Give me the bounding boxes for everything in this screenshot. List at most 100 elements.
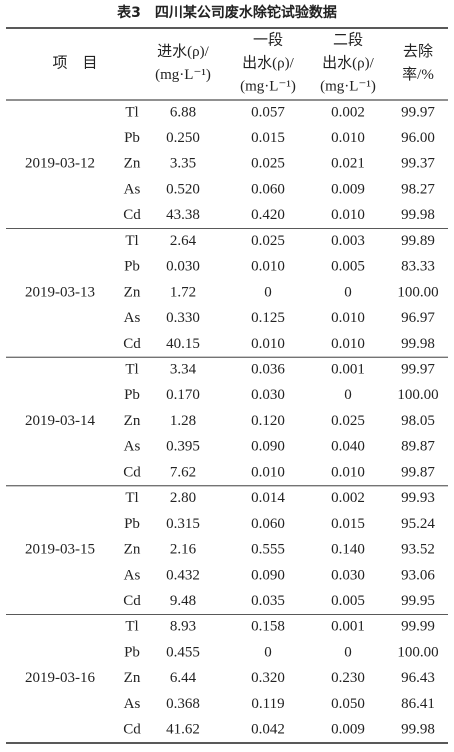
value-cell: 0.009	[331, 722, 365, 738]
value-cell: 0.395	[166, 439, 200, 455]
value-cell: 89.87	[401, 439, 435, 455]
value-cell: 0.010	[251, 336, 285, 352]
value-cell: 43.38	[166, 207, 200, 223]
value-cell: 0.119	[251, 696, 284, 712]
value-cell: 0.030	[251, 387, 285, 403]
value-cell: 86.41	[401, 696, 435, 712]
column-header: (mg·L⁻¹)	[320, 78, 376, 94]
value-cell: 0.420	[251, 207, 285, 223]
element-cell: Pb	[124, 644, 140, 660]
column-header: 进水(ρ)/	[157, 43, 209, 60]
value-cell: 99.98	[401, 722, 435, 738]
value-cell: 0	[264, 644, 272, 660]
value-cell: 1.28	[170, 413, 196, 429]
value-cell: 0.015	[251, 130, 285, 146]
value-cell: 1.72	[170, 284, 196, 300]
value-cell: 99.97	[401, 361, 435, 377]
value-cell: 0.015	[331, 516, 365, 532]
item-header: 项 目	[52, 54, 97, 71]
value-cell: 100.00	[397, 387, 438, 403]
element-cell: Pb	[124, 516, 140, 532]
element-cell: Tl	[125, 361, 138, 377]
value-cell: 40.15	[166, 336, 200, 352]
value-cell: 99.97	[401, 104, 435, 120]
element-cell: As	[124, 181, 141, 197]
element-cell: Zn	[124, 670, 141, 686]
value-cell: 0	[344, 644, 352, 660]
value-cell: 95.24	[401, 516, 435, 532]
value-cell: 0.230	[331, 670, 365, 686]
value-cell: 0	[264, 284, 272, 300]
value-cell: 100.00	[397, 644, 438, 660]
value-cell: 2.64	[170, 233, 197, 249]
value-cell: 0.025	[251, 156, 285, 172]
value-cell: 99.98	[401, 207, 435, 223]
value-cell: 41.62	[166, 722, 200, 738]
element-cell: Zn	[124, 542, 141, 558]
value-cell: 0.025	[251, 233, 285, 249]
value-cell: 0.320	[251, 670, 285, 686]
date-cell: 2019-03-14	[25, 413, 95, 429]
date-cell: 2019-03-12	[25, 156, 95, 172]
element-cell: Cd	[123, 722, 141, 738]
value-cell: 0.003	[331, 233, 365, 249]
element-cell: As	[124, 439, 141, 455]
date-cell: 2019-03-15	[25, 542, 95, 558]
value-cell: 99.98	[401, 336, 435, 352]
value-cell: 98.05	[401, 413, 435, 429]
value-cell: 96.97	[401, 310, 435, 326]
value-cell: 99.37	[401, 156, 435, 172]
value-cell: 0.001	[331, 361, 365, 377]
value-cell: 0.050	[331, 696, 365, 712]
value-cell: 99.93	[401, 490, 435, 506]
value-cell: 0.060	[251, 516, 285, 532]
value-cell: 0.432	[166, 567, 200, 583]
element-cell: As	[124, 567, 141, 583]
value-cell: 0.060	[251, 181, 285, 197]
element-cell: Tl	[125, 619, 138, 635]
value-cell: 83.33	[401, 259, 435, 275]
value-cell: 0.040	[331, 439, 365, 455]
value-cell: 2.16	[170, 542, 197, 558]
column-header: 二段	[333, 31, 363, 48]
element-cell: Tl	[125, 490, 138, 506]
value-cell: 0.520	[166, 181, 200, 197]
value-cell: 0.002	[331, 104, 365, 120]
element-cell: As	[124, 696, 141, 712]
value-cell: 0.010	[331, 336, 365, 352]
element-cell: Cd	[123, 593, 141, 609]
value-cell: 0.010	[251, 464, 285, 480]
element-cell: Cd	[123, 207, 141, 223]
value-cell: 0.158	[251, 619, 285, 635]
element-cell: Cd	[123, 336, 141, 352]
value-cell: 0.002	[331, 490, 365, 506]
value-cell: 0.030	[166, 259, 200, 275]
value-cell: 6.88	[170, 104, 196, 120]
value-cell: 3.35	[170, 156, 196, 172]
element-cell: Tl	[125, 233, 138, 249]
date-cell: 2019-03-13	[25, 284, 95, 300]
element-cell: Pb	[124, 387, 140, 403]
value-cell: 99.95	[401, 593, 435, 609]
value-cell: 0.315	[166, 516, 200, 532]
value-cell: 0.036	[251, 361, 285, 377]
element-cell: Pb	[124, 259, 140, 275]
column-header: (mg·L⁻¹)	[155, 67, 211, 83]
element-cell: Cd	[123, 464, 141, 480]
value-cell: 0.010	[331, 207, 365, 223]
value-cell: 2.80	[170, 490, 196, 506]
value-cell: 100.00	[397, 284, 438, 300]
value-cell: 0.555	[251, 542, 285, 558]
value-cell: 0.455	[166, 644, 200, 660]
value-cell: 0.001	[331, 619, 365, 635]
value-cell: 98.27	[401, 181, 435, 197]
value-cell: 0.140	[331, 542, 365, 558]
value-cell: 93.06	[401, 567, 435, 583]
element-cell: As	[124, 310, 141, 326]
value-cell: 0.330	[166, 310, 200, 326]
value-cell: 93.52	[401, 542, 435, 558]
value-cell: 0.014	[251, 490, 285, 506]
value-cell: 0.009	[331, 181, 365, 197]
value-cell: 0	[344, 284, 352, 300]
